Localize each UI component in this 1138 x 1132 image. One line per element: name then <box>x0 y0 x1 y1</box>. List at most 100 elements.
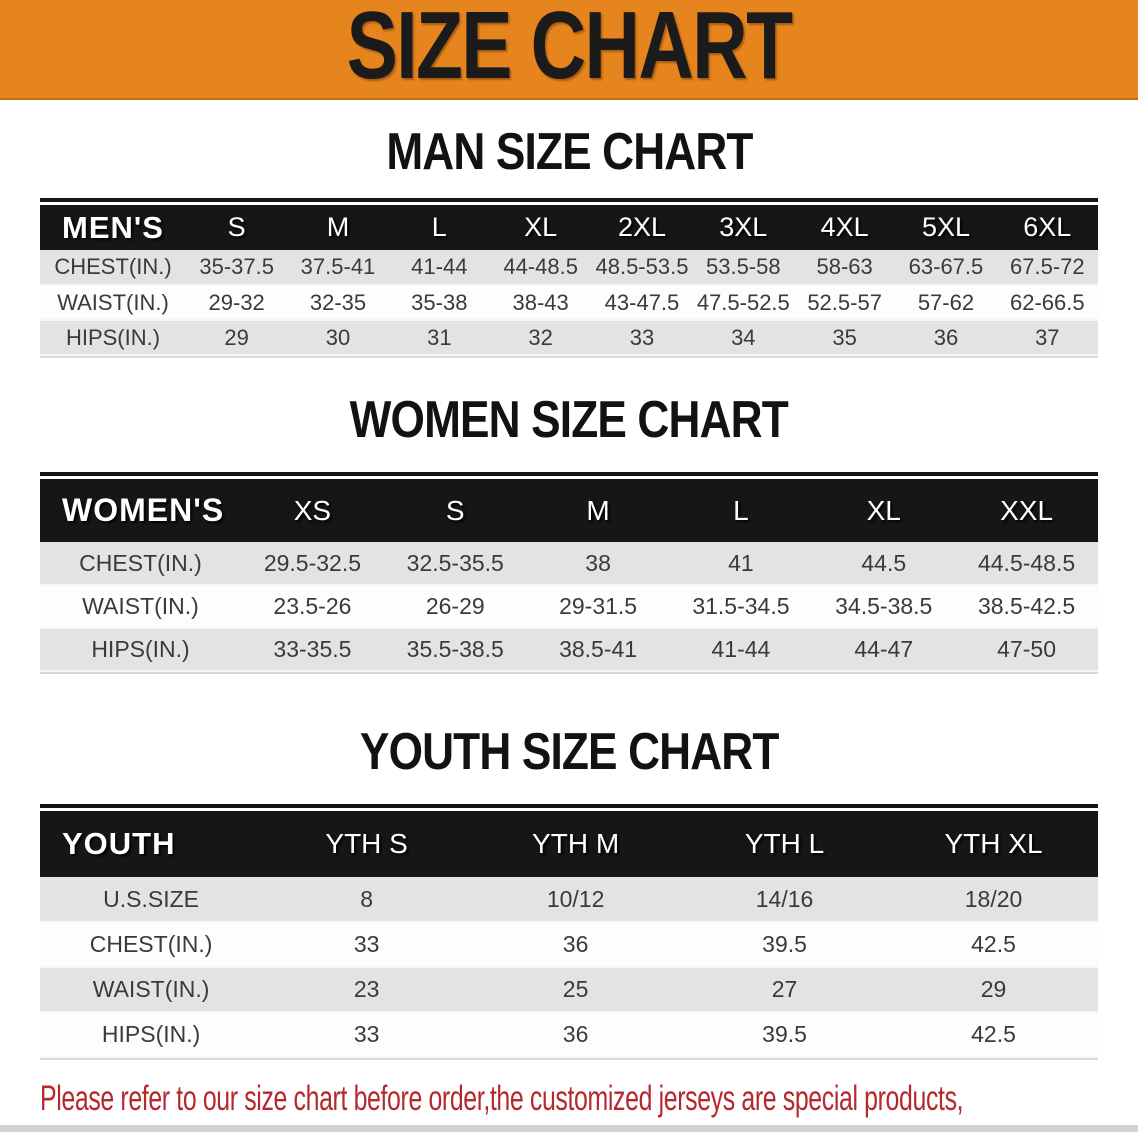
table-row: CHEST(IN.) 33 36 39.5 42.5 <box>40 922 1098 967</box>
measurement-value: 39.5 <box>762 931 807 957</box>
table-title-cell: YOUTH <box>62 826 176 861</box>
measurement-value: 26-29 <box>425 593 485 619</box>
measurement-value: 37 <box>1035 324 1060 350</box>
measurement-value: 30 <box>325 324 351 350</box>
measurement-value: 44.5 <box>861 549 907 576</box>
women-size-table: WOMEN'S XS S M L XL XXL CHEST(IN.) 29.5-32.5 32.5… <box>40 479 1098 672</box>
youth-size-table-wrap: YOUTH YTH S YTH M YTH L YTH XL U.S.SIZE 8 10/12… <box>40 804 1098 1060</box>
measurement-value: 8 <box>360 885 374 912</box>
measurement-value: 43-47.5 <box>604 289 680 315</box>
measurement-value: 38-43 <box>512 289 569 315</box>
measurement-label: CHEST(IN.) <box>54 254 172 279</box>
table-header-row: WOMEN'S XS S M L XL XXL <box>40 479 1098 542</box>
table-row: HIPS(IN.) 33-35.5 35.5-38.5 38.5-41 41-44 44-… <box>40 628 1098 671</box>
measurement-value: 25 <box>562 976 589 1002</box>
measurement-value: 38 <box>585 549 611 576</box>
size-column-header: XXL <box>1000 494 1054 526</box>
measurement-value: 47.5-52.5 <box>696 289 790 315</box>
measurement-value: 42.5 <box>971 931 1016 957</box>
measurement-label: CHEST(IN.) <box>89 931 213 957</box>
size-column-header: 4XL <box>820 212 869 242</box>
measurement-value: 14/16 <box>755 885 814 912</box>
measurement-value: 41-44 <box>411 254 468 279</box>
measurement-value: 36 <box>562 931 589 957</box>
measurement-value: 32.5-35.5 <box>406 549 504 576</box>
table-row: U.S.SIZE 8 10/12 14/16 18/20 <box>40 877 1098 922</box>
table-top-rule <box>40 472 1098 476</box>
measurement-value: 57-62 <box>917 289 975 315</box>
size-column-header: M <box>586 494 610 526</box>
table-row: WAIST(IN.) 23.5-26 26-29 29-31.5 31.5-34.5 34… <box>40 585 1098 628</box>
table-row: WAIST(IN.) 23 25 27 29 <box>40 967 1098 1012</box>
measurement-value: 41-44 <box>711 636 771 662</box>
measurement-label: HIPS(IN.) <box>91 636 190 662</box>
table-top-rule <box>40 198 1098 202</box>
measurement-label: HIPS(IN.) <box>101 1021 201 1047</box>
measurement-value: 36 <box>562 1021 589 1047</box>
measurement-value: 33 <box>629 324 655 350</box>
measurement-value: 44-47 <box>854 636 914 662</box>
measurement-value: 38.5-42.5 <box>977 593 1076 619</box>
measurement-value: 37.5-41 <box>300 254 376 279</box>
table-header-row: YOUTH YTH S YTH M YTH L YTH XL <box>40 811 1098 877</box>
measurement-value: 63-67.5 <box>908 254 984 279</box>
measurement-label: U.S.SIZE <box>103 885 200 912</box>
measurement-value: 62-66.5 <box>1010 289 1085 315</box>
size-column-header: S <box>445 494 465 526</box>
measurement-value: 31 <box>427 324 452 350</box>
measurement-value: 67.5-72 <box>1010 254 1085 279</box>
measurement-label: WAIST(IN.) <box>57 289 169 315</box>
table-row: HIPS(IN.) 33 36 39.5 42.5 <box>40 1012 1098 1057</box>
measurement-value: 29.5-32.5 <box>263 549 362 576</box>
bottom-edge-strip <box>0 1125 1138 1132</box>
size-column-header: YTH S <box>325 828 408 859</box>
size-column-header: 6XL <box>1023 212 1072 242</box>
women-size-table-wrap: WOMEN'S XS S M L XL XXL CHEST(IN.) 29.5-32.5 32.5… <box>40 472 1098 674</box>
measurement-value: 29 <box>980 976 1007 1002</box>
youth-section-heading: YOUTH SIZE CHART <box>0 726 1138 778</box>
measurement-label: CHEST(IN.) <box>79 549 202 576</box>
table-row: CHEST(IN.) 29.5-32.5 32.5-35.5 38 41 44.5 44.5… <box>40 542 1098 585</box>
men-section-heading-text: MAN SIZE CHART <box>385 123 753 181</box>
measurement-value: 33 <box>353 931 380 957</box>
measurement-value: 33 <box>353 1021 380 1047</box>
footer-note: Please refer to our size chart before or… <box>28 1076 1138 1132</box>
measurement-value: 23.5-26 <box>273 593 352 619</box>
measurement-value: 53.5-58 <box>705 254 781 279</box>
size-column-header: XL <box>866 494 901 526</box>
size-column-header: L <box>431 212 447 242</box>
size-column-header: 2XL <box>617 212 666 242</box>
footer-note-line-1: Please refer to our size chart before or… <box>40 1079 964 1118</box>
measurement-value: 29 <box>224 324 249 350</box>
measurement-value: 44.5-48.5 <box>977 549 1076 576</box>
table-title-cell: WOMEN'S <box>62 492 225 528</box>
table-row: HIPS(IN.) 29 30 31 32 33 34 35 36 37 <box>40 320 1098 355</box>
youth-size-table: YOUTH YTH S YTH M YTH L YTH XL U.S.SIZE 8 10/12… <box>40 811 1098 1058</box>
size-column-header: YTH L <box>744 828 825 859</box>
measurement-value: 34.5-38.5 <box>835 593 933 619</box>
men-section-heading: MAN SIZE CHART <box>0 126 1138 178</box>
measurement-value: 34 <box>731 324 756 350</box>
size-column-header: 3XL <box>719 212 768 242</box>
measurement-value: 23 <box>353 976 380 1002</box>
measurement-value: 32-35 <box>309 289 367 315</box>
men-size-table: MEN'S S M L XL 2XL 3XL 4XL 5XL 6XL CHEST(IN.) 35-37… <box>40 205 1098 356</box>
size-column-header: XL <box>524 212 558 242</box>
measurement-value: 44-48.5 <box>503 254 578 279</box>
table-title-cell: MEN'S <box>62 209 164 245</box>
women-section-heading: WOMEN SIZE CHART <box>0 394 1138 446</box>
measurement-value: 42.5 <box>971 1021 1016 1047</box>
measurement-value: 32 <box>528 324 553 350</box>
measurement-label: HIPS(IN.) <box>65 324 161 350</box>
table-top-rule <box>40 804 1098 808</box>
measurement-value: 38.5-41 <box>559 636 638 662</box>
size-column-header: M <box>326 212 350 242</box>
measurement-value: 48.5-53.5 <box>595 254 689 279</box>
table-row: CHEST(IN.) 35-37.5 37.5-41 41-44 44-48.5 48.5… <box>40 250 1098 285</box>
measurement-value: 35 <box>832 324 857 350</box>
size-column-header: 5XL <box>921 212 970 242</box>
measurement-value: 27 <box>771 976 798 1002</box>
measurement-value: 41 <box>728 549 754 576</box>
banner: SIZE CHART <box>0 0 1138 100</box>
